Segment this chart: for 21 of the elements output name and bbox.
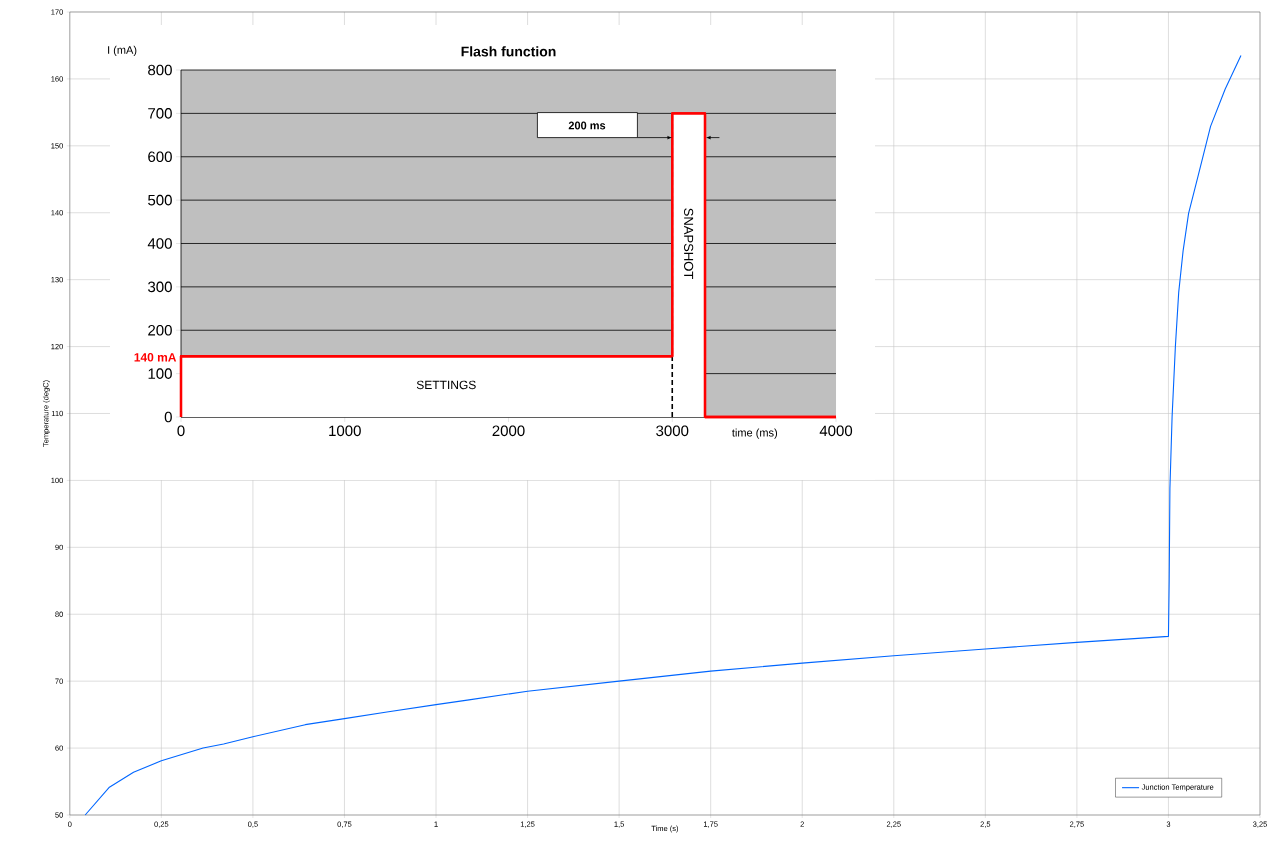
y-tick-label: 200 <box>148 324 172 336</box>
annotation: SNAPSHOT <box>684 208 694 279</box>
y-tick-label: 600 <box>148 151 172 163</box>
chart-title: Flash function <box>461 46 556 57</box>
annotation: 140 mA <box>134 353 177 362</box>
y-tick-label: 100 <box>148 368 172 379</box>
x-tick-label: 3000 <box>656 425 689 437</box>
y-tick-label: 800 <box>148 64 172 76</box>
y-tick-label: 400 <box>147 238 172 249</box>
x-axis-title: time (ms) <box>732 428 778 439</box>
x-tick-label: 4000 <box>819 425 853 437</box>
y-tick-label: 300 <box>148 281 172 293</box>
y-tick-label: 700 <box>148 108 172 119</box>
x-tick-label: 0 <box>177 425 185 437</box>
y-tick-label: 0 <box>164 411 172 423</box>
x-tick-label: 2000 <box>492 425 525 437</box>
annotation: 200 ms <box>568 121 606 130</box>
annotation: SETTINGS <box>416 380 476 390</box>
y-axis-title: I (mA) <box>108 45 137 57</box>
x-tick-label: 1000 <box>329 425 361 437</box>
y-tick-label: 500 <box>148 194 172 206</box>
